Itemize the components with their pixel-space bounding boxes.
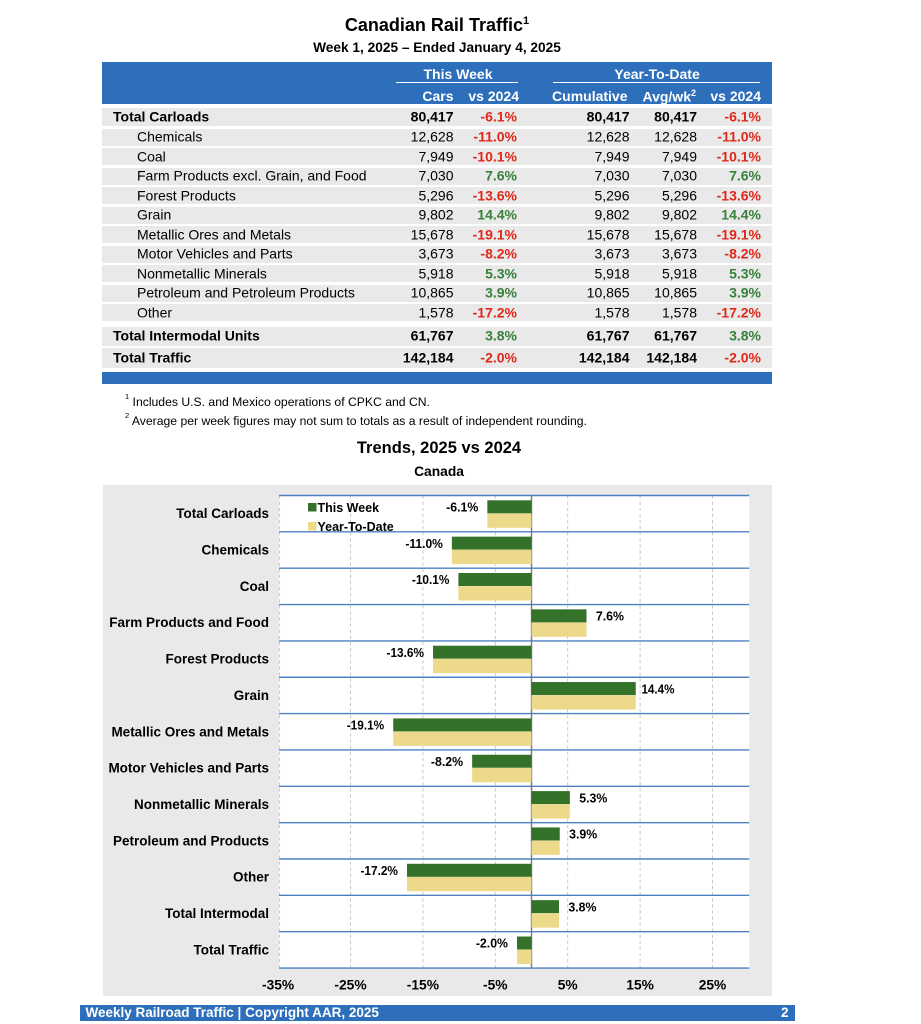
svg-text:Grain: Grain: [234, 688, 269, 703]
svg-text:7.6%: 7.6%: [596, 609, 624, 624]
svg-text:-17.2%: -17.2%: [360, 863, 398, 878]
svg-text:3.9%: 3.9%: [569, 827, 597, 842]
svg-text:-15%: -15%: [407, 977, 439, 992]
svg-text:-10.1%: -10.1%: [412, 572, 450, 587]
svg-text:-5%: -5%: [483, 977, 508, 992]
svg-text:Chemicals: Chemicals: [201, 543, 269, 558]
svg-text:Other: Other: [233, 870, 270, 885]
svg-text:14.4%: 14.4%: [641, 681, 674, 696]
svg-text:-19.1%: -19.1%: [347, 718, 385, 733]
svg-text:Motor Vehicles and Parts: Motor Vehicles and Parts: [108, 761, 269, 776]
svg-text:-11.0%: -11.0%: [405, 536, 443, 551]
svg-text:Coal: Coal: [240, 579, 269, 594]
svg-text:Total Intermodal: Total Intermodal: [165, 906, 269, 921]
svg-text:15%: 15%: [626, 977, 654, 992]
svg-text:3.8%: 3.8%: [568, 899, 596, 914]
svg-text:5.3%: 5.3%: [579, 790, 607, 805]
svg-text:Year-To-Date: Year-To-Date: [318, 520, 394, 534]
svg-text:Petroleum and Products: Petroleum and Products: [113, 833, 269, 848]
svg-text:-8.2%: -8.2%: [431, 754, 463, 769]
svg-text:Total Carloads: Total Carloads: [176, 506, 269, 521]
svg-text:Forest Products: Forest Products: [165, 652, 269, 667]
svg-text:Farm Products and Food: Farm Products and Food: [109, 615, 269, 630]
svg-text:This Week: This Week: [318, 501, 380, 515]
svg-text:-25%: -25%: [334, 977, 366, 992]
svg-text:Nonmetallic Minerals: Nonmetallic Minerals: [134, 797, 269, 812]
svg-text:-13.6%: -13.6%: [387, 645, 425, 660]
svg-text:Metallic Ores and Metals: Metallic Ores and Metals: [111, 724, 269, 739]
svg-text:-2.0%: -2.0%: [476, 936, 508, 951]
svg-text:5%: 5%: [558, 977, 578, 992]
svg-text:-35%: -35%: [262, 977, 294, 992]
svg-text:-6.1%: -6.1%: [446, 500, 478, 515]
svg-text:25%: 25%: [699, 977, 727, 992]
svg-text:Total Traffic: Total Traffic: [193, 942, 269, 957]
